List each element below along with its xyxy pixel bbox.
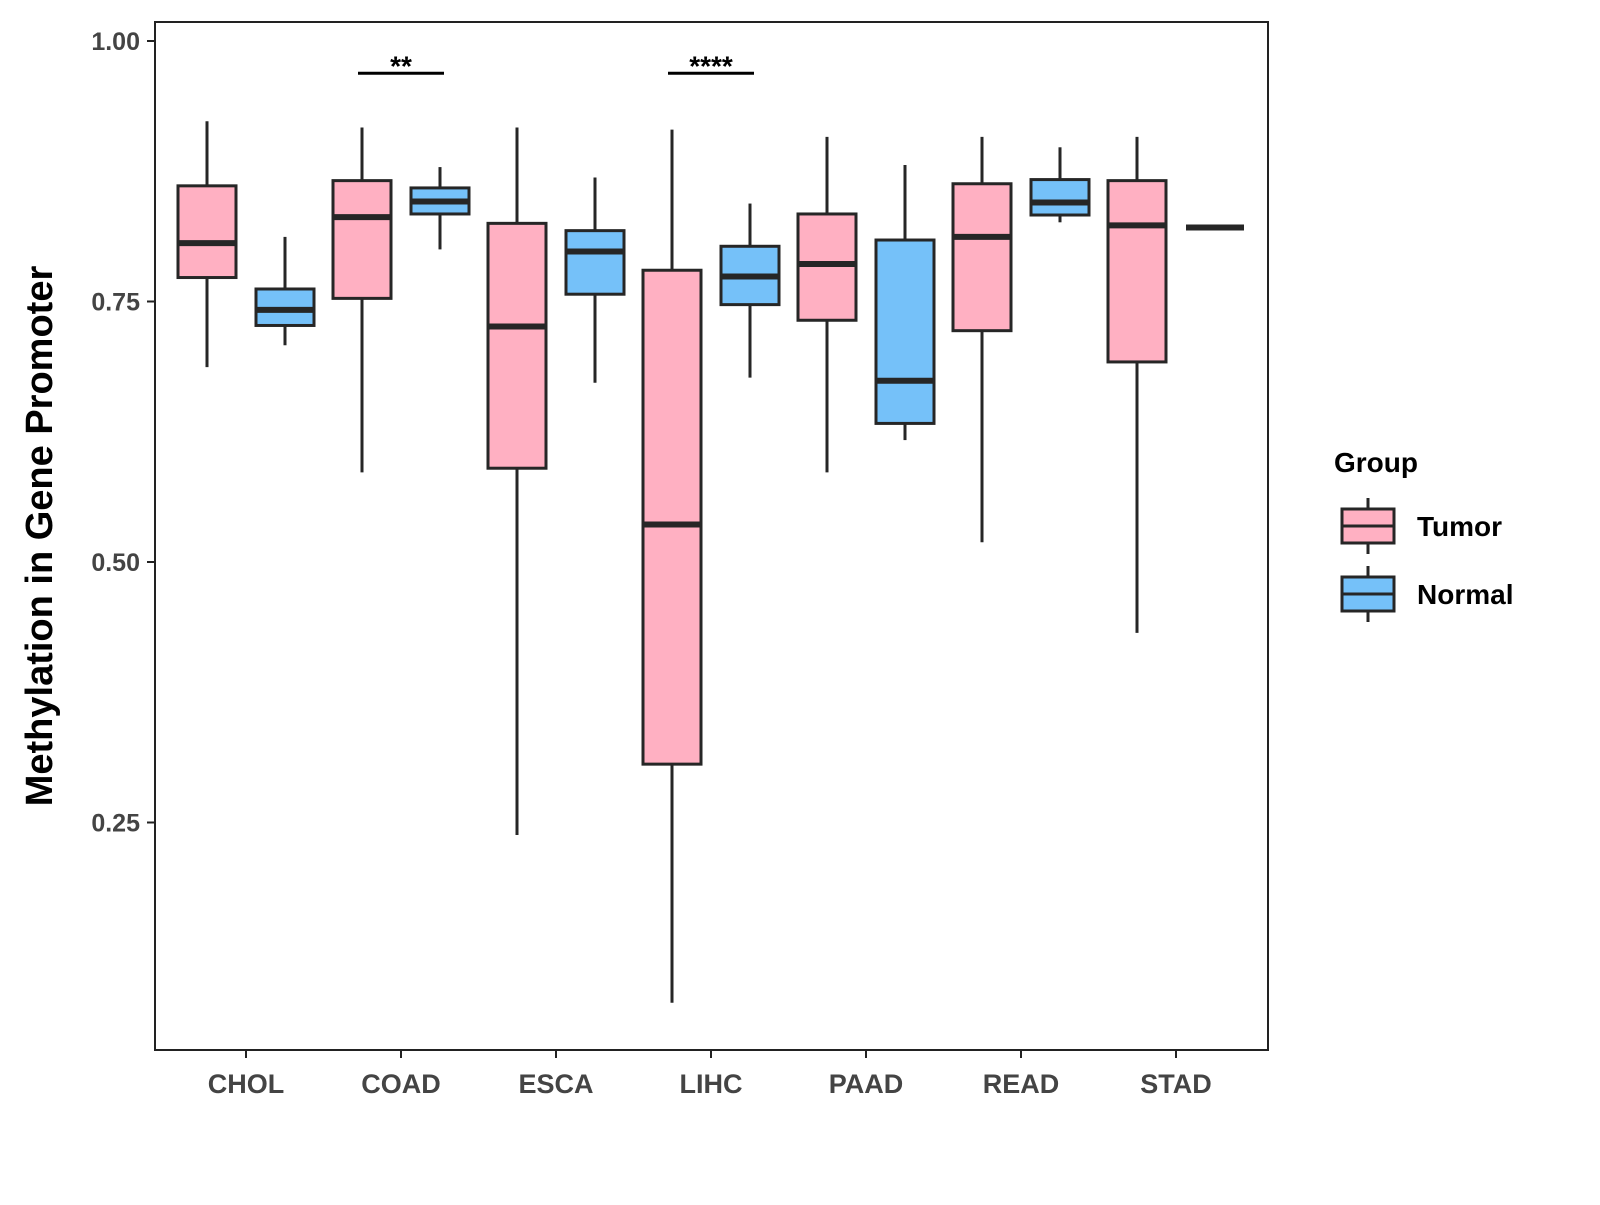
x-tick-label: PAAD — [829, 1069, 904, 1099]
box-tumor-esca — [486, 221, 548, 470]
box-normal-paad — [874, 238, 936, 425]
x-tick-label: STAD — [1140, 1069, 1212, 1099]
box-tumor-coad — [331, 179, 393, 300]
x-tick-label: READ — [983, 1069, 1060, 1099]
legend-title: Group — [1334, 447, 1418, 478]
box-normal-esca — [564, 229, 626, 296]
y-tick-label: 0.50 — [91, 549, 140, 577]
y-tick-label: 0.75 — [91, 289, 140, 317]
x-tick-label: CHOL — [208, 1069, 285, 1099]
plot-panel — [154, 21, 1269, 1051]
y-axis-label: Methylation in Gene Promoter — [19, 266, 61, 807]
box-tumor-lihc — [641, 268, 703, 766]
y-tick-label: 1.00 — [91, 28, 140, 56]
box-tumor-chol — [176, 184, 238, 280]
box-tumor-paad — [796, 212, 858, 322]
significance-label: ** — [390, 50, 412, 81]
y-tick-label: 0.25 — [91, 810, 140, 838]
x-tick-label: LIHC — [680, 1069, 743, 1099]
box-normal-read — [1029, 178, 1091, 217]
legend-label: Tumor — [1417, 511, 1502, 542]
box-tumor-stad — [1106, 179, 1168, 364]
x-tick-label: ESCA — [518, 1069, 593, 1099]
box-tumor-read — [951, 182, 1013, 333]
legend-label: Normal — [1417, 579, 1513, 610]
x-tick-label: COAD — [361, 1069, 441, 1099]
significance-label: **** — [689, 50, 733, 81]
